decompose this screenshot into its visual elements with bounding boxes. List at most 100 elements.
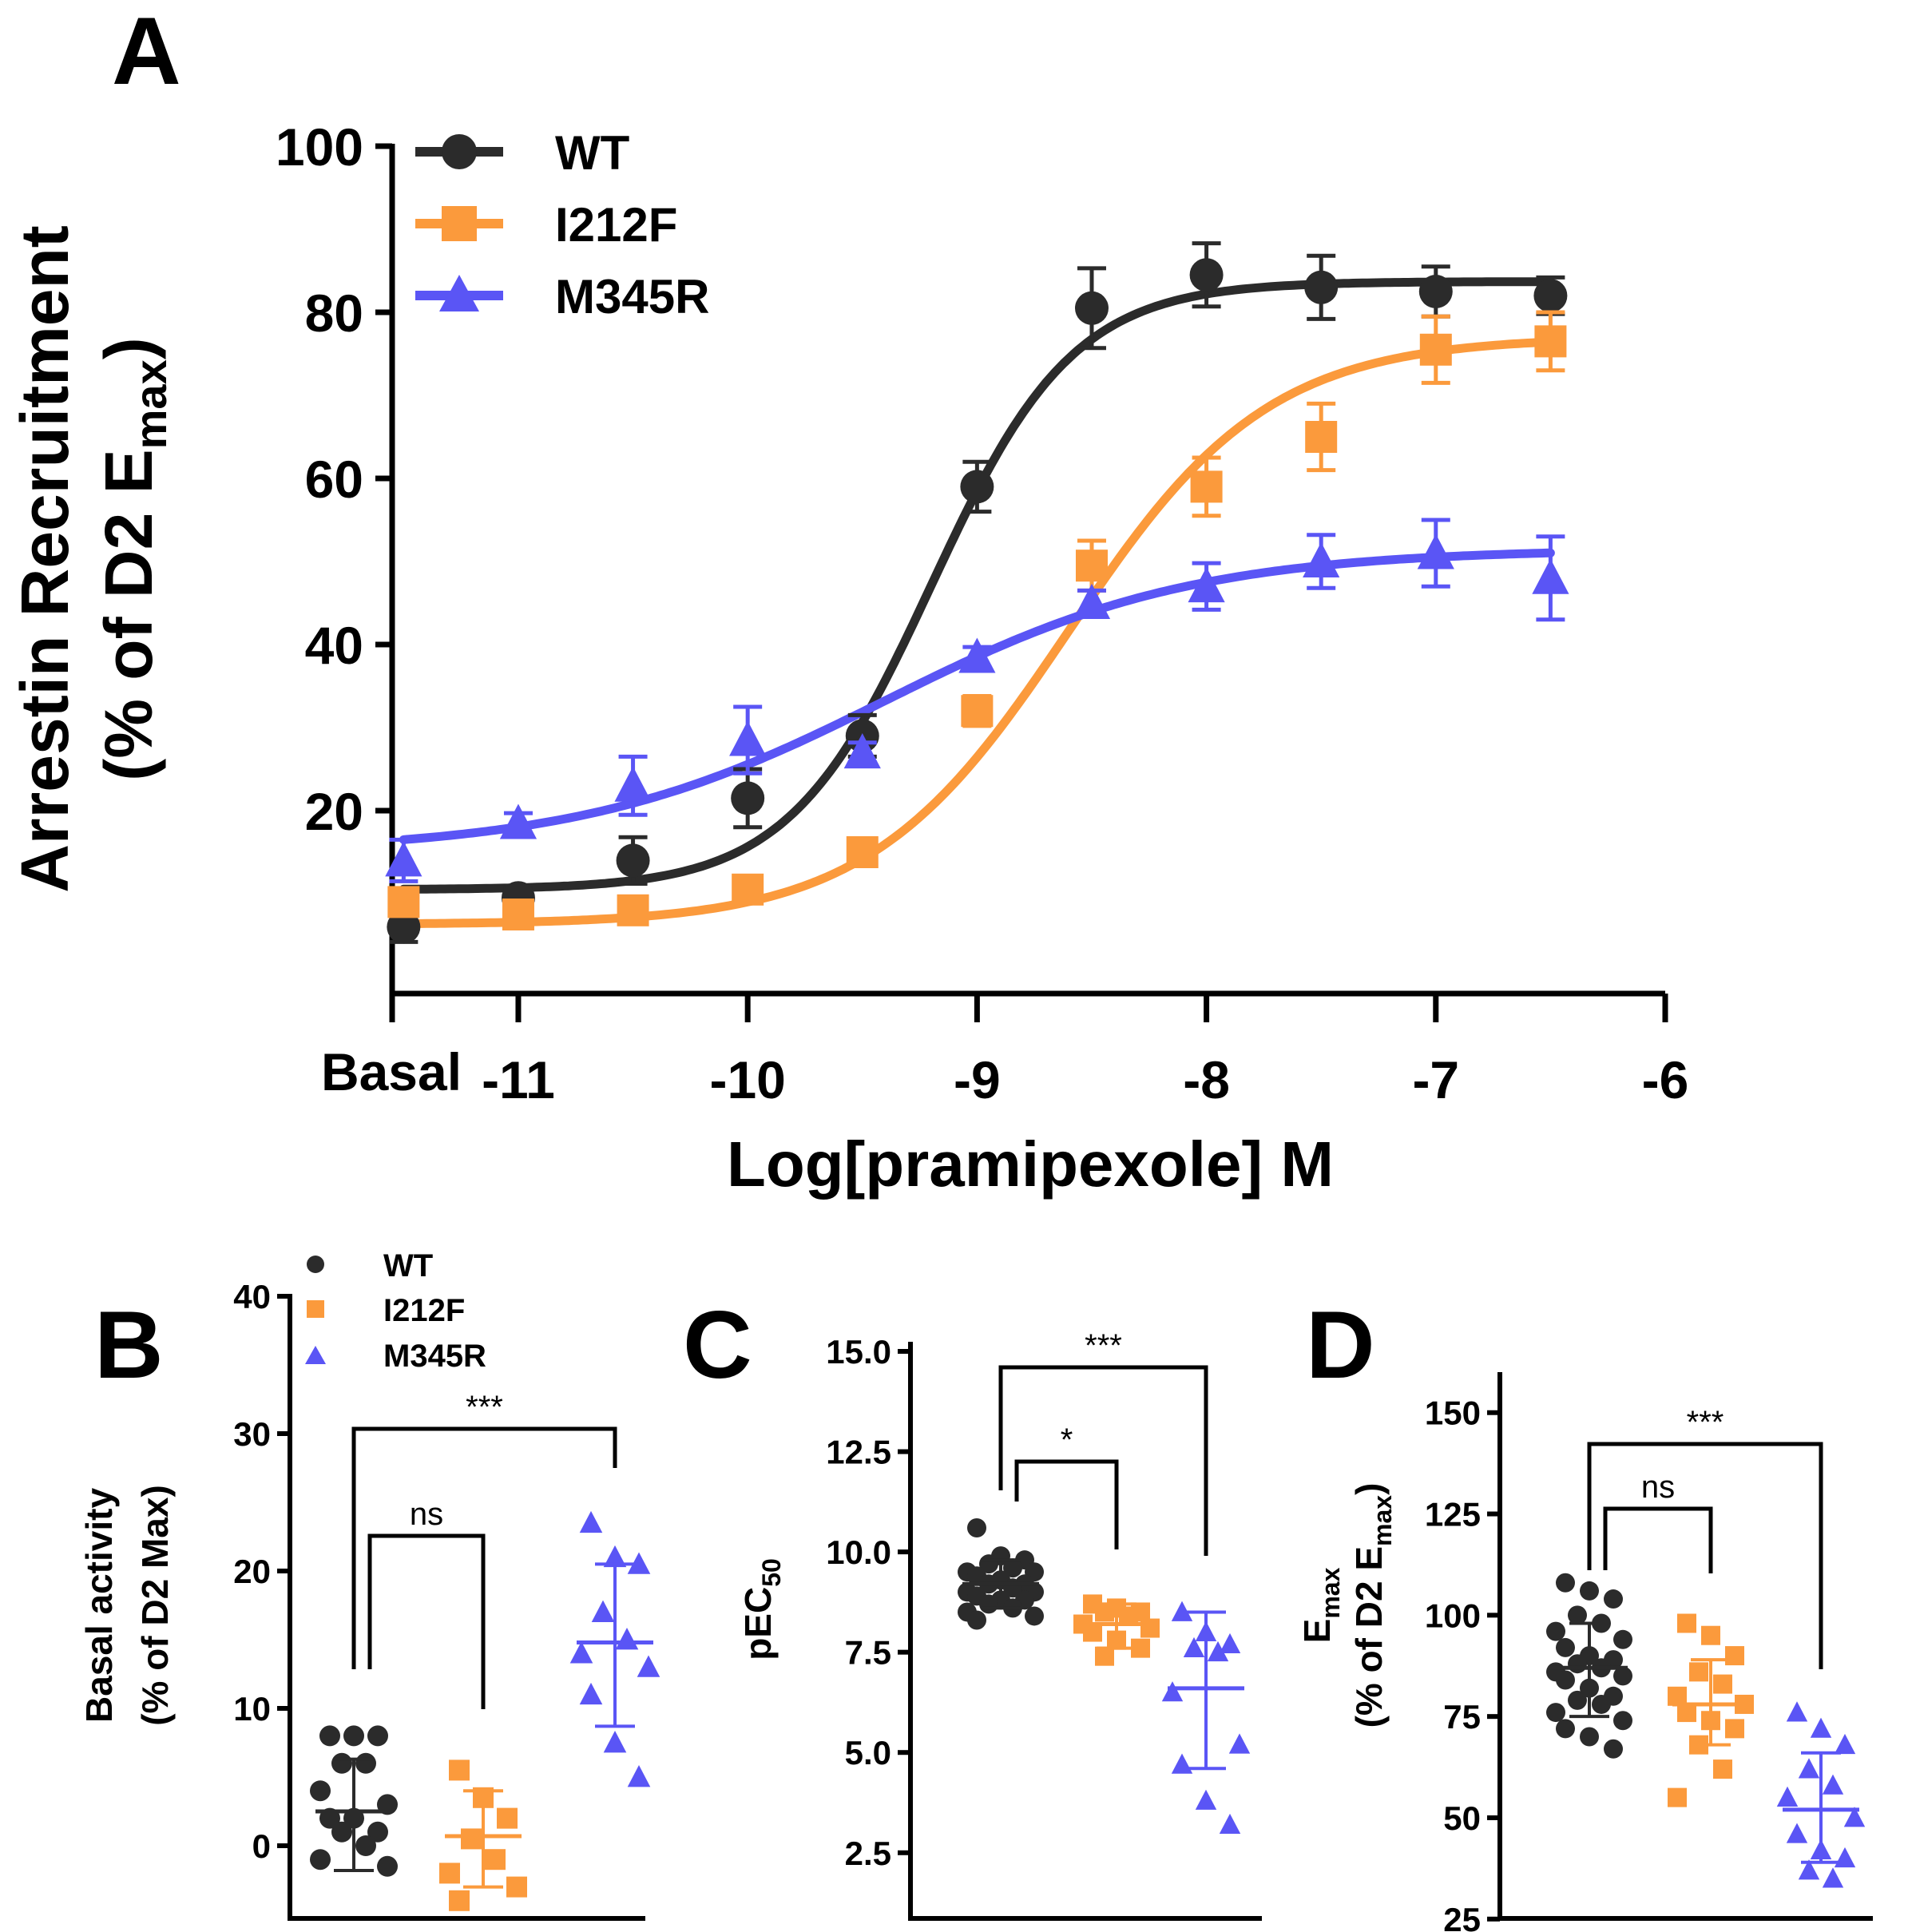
panel-label-d: D — [1306, 1291, 1375, 1398]
panel-a-point-wt — [960, 470, 994, 504]
panel-b-chart: 0 10 20 30 40 Basal activity (% of D2 Max) n… — [78, 1248, 660, 1921]
panel-a-fit-wt — [399, 277, 1555, 894]
panel-a-x-tick-label: -9 — [954, 1050, 1001, 1109]
panel-b-data — [310, 1510, 660, 1911]
panel-d-significance-label: ns — [1641, 1470, 1675, 1505]
panel-d-point-wt — [1556, 1670, 1575, 1690]
panel-b-y-tick-label: 0 — [252, 1827, 271, 1865]
panel-a-x-tick-label: -10 — [709, 1050, 785, 1109]
panel-a-x-tick-label: -11 — [482, 1050, 555, 1109]
panel-b-point-i212f — [485, 1849, 506, 1871]
panel-c-point-m345r — [1207, 1640, 1229, 1662]
panel-c-point-wt — [1003, 1558, 1022, 1578]
panel-d-data — [1546, 1573, 1866, 1888]
legend-b-m345r-label: M345R — [383, 1339, 486, 1374]
panel-d-point-m345r — [1834, 1847, 1856, 1868]
panel-b-comparisons: ns *** — [351, 1390, 617, 1709]
panel-b-point-i212f — [497, 1807, 518, 1829]
panel-c-point-wt — [979, 1594, 998, 1614]
panel-a-fit-i212f — [399, 337, 1555, 929]
legend-b-wt-marker — [307, 1256, 324, 1273]
panel-a-point-i212f — [1534, 325, 1567, 358]
panel-b-point-wt — [355, 1752, 376, 1774]
panel-c-point-wt — [967, 1610, 986, 1630]
panel-d-point-wt — [1568, 1605, 1587, 1625]
panel-d-point-m345r — [1834, 1733, 1856, 1755]
panel-d-point-wt — [1580, 1727, 1599, 1747]
panel-d-point-wt — [1546, 1621, 1565, 1641]
panel-c-point-m345r — [1171, 1753, 1193, 1774]
panel-a-chart: 20 40 60 80 100 -11 -10 -9 -8 -7 -6 Basal Log[pra… — [7, 117, 1688, 1200]
panel-a-y-axis-label-line2: (% of D2 Emax) — [91, 337, 176, 780]
panel-a-point-wt — [1189, 258, 1224, 292]
panel-b-point-m345r — [603, 1731, 627, 1753]
panel-a-point-m345r — [1188, 567, 1225, 603]
panel-c-point-m345r — [1195, 1789, 1217, 1810]
panel-a-point-i212f — [1305, 421, 1338, 453]
panel-c-significance-label: * — [1061, 1422, 1073, 1458]
panel-d-y-axis-label-line1: Emax — [1296, 1567, 1345, 1643]
panel-d-y-axis-label-line2: (% of D2 Emax) — [1348, 1483, 1397, 1728]
panel-d-point-wt — [1580, 1581, 1599, 1601]
panel-b-point-wt — [331, 1821, 352, 1843]
panel-c-comparison-bracket — [1014, 1459, 1119, 1549]
panel-a-basal-label: Basal — [321, 1042, 462, 1101]
panel-a-point-m345r — [1417, 534, 1454, 569]
panel-b-point-wt — [377, 1855, 398, 1877]
panel-a-y-tick-label: 60 — [305, 450, 363, 509]
panel-a-point-i212f — [732, 873, 764, 906]
panel-d-point-wt — [1604, 1589, 1623, 1609]
panel-d-point-wt — [1556, 1719, 1575, 1739]
panel-b-point-m345r — [579, 1682, 603, 1705]
panel-a-point-i212f — [502, 899, 534, 930]
panel-d-point-wt — [1568, 1654, 1587, 1674]
panel-a-y-axis-label-line1: Arrestin Recruitment — [7, 225, 82, 893]
legend-a-wt: WT — [415, 126, 629, 180]
panel-c-point-m345r — [1171, 1601, 1193, 1621]
panel-c-chart: 2.55.07.510.012.515.0 pEC50 **** — [737, 1328, 1262, 1921]
panel-b-point-wt — [319, 1725, 340, 1747]
panel-d-y-tick-label: 75 — [1443, 1698, 1481, 1736]
panel-b-point-i212f — [461, 1828, 482, 1850]
panel-b-significance-label: *** — [466, 1390, 503, 1425]
panel-c-y-tick-label: 5.0 — [845, 1734, 891, 1771]
panel-b-point-m345r — [627, 1765, 651, 1787]
panel-a-point-i212f — [846, 836, 879, 868]
panel-c-y-tick-label: 2.5 — [845, 1835, 891, 1872]
panel-b-point-i212f — [439, 1863, 460, 1884]
panel-a-point-m345r — [843, 733, 881, 769]
panel-b-point-wt — [310, 1780, 331, 1802]
legend-b-i212f-marker — [307, 1300, 324, 1318]
panel-a-point-i212f — [961, 695, 994, 728]
legend-b-i212f-label: I212F — [383, 1293, 465, 1328]
panel-b-point-m345r — [579, 1510, 603, 1533]
panel-c-comparison-bracket — [998, 1365, 1208, 1556]
panel-b-point-m345r — [637, 1655, 660, 1677]
panel-b-point-wt — [310, 1849, 331, 1871]
panel-a-y-tick-label: 100 — [276, 117, 363, 177]
legend-b-m345r-marker — [305, 1346, 326, 1364]
panel-d-point-i212f — [1668, 1787, 1687, 1807]
panel-c-point-m345r — [1219, 1813, 1241, 1835]
panel-d-point-m345r — [1822, 1774, 1844, 1795]
panel-b-y-axis-label-line2: (% of D2 Max) — [134, 1485, 176, 1726]
panel-b-y-axis-label-line1: Basal activity — [78, 1488, 120, 1723]
panel-d-point-i212f — [1701, 1625, 1720, 1645]
panel-d-point-wt — [1556, 1637, 1575, 1657]
panel-label-a: A — [112, 0, 181, 105]
panel-a-point-m345r — [385, 841, 422, 877]
panel-a-y-tick-label: 20 — [305, 782, 363, 841]
panel-d-point-wt — [1613, 1711, 1632, 1731]
panel-a-point-m345r — [614, 766, 652, 802]
panel-c-point-wt — [1025, 1606, 1044, 1626]
panel-b-y-tick-label: 30 — [233, 1415, 271, 1453]
panel-a-point-m345r — [1073, 583, 1111, 619]
legend-a-m345r: M345R — [415, 270, 709, 323]
panel-c-comparisons: **** — [998, 1328, 1208, 1556]
panel-b-point-wt — [331, 1752, 352, 1774]
panel-c-data — [958, 1517, 1251, 1835]
panel-a-x-axis-label: Log[pramipexole] M — [727, 1129, 1334, 1200]
panel-d-y-tick-label: 100 — [1425, 1597, 1481, 1634]
panel-c-y-tick-label: 10.0 — [826, 1533, 891, 1571]
